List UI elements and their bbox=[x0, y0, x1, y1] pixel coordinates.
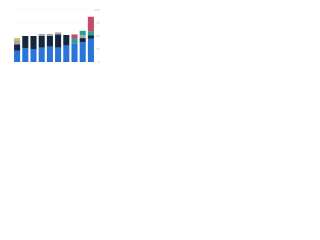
y-tick-label: 50 bbox=[96, 34, 100, 38]
bar-segment bbox=[71, 34, 78, 39]
bar-segment bbox=[55, 47, 62, 62]
bar-segment bbox=[46, 36, 53, 47]
bar-segment bbox=[71, 38, 78, 44]
bar-segment bbox=[55, 32, 62, 35]
bar-segment bbox=[87, 38, 94, 62]
bar-segment bbox=[87, 31, 94, 36]
y-tick-label: 0 bbox=[98, 60, 100, 64]
chart: 0 25 50 75 100 bbox=[13, 8, 100, 64]
bar-segment bbox=[71, 43, 78, 62]
bar-segment bbox=[63, 34, 70, 46]
bar-segment bbox=[14, 44, 21, 51]
bar-segment bbox=[63, 45, 70, 62]
bar-segment bbox=[55, 34, 62, 48]
bar-segment bbox=[46, 46, 53, 62]
bar-segment bbox=[14, 38, 21, 41]
bar-segment bbox=[46, 33, 53, 36]
bar-segment bbox=[22, 47, 29, 62]
bar-segment bbox=[38, 47, 45, 62]
bar-segment bbox=[38, 36, 45, 48]
y-tick-label: 100 bbox=[94, 8, 99, 12]
bar-segment bbox=[30, 49, 37, 62]
bar-segment bbox=[79, 42, 86, 62]
bar-segment bbox=[79, 38, 86, 43]
bar-segment bbox=[14, 40, 21, 45]
bar-segment bbox=[87, 16, 94, 32]
y-tick-label: 75 bbox=[96, 21, 100, 25]
bar-segment bbox=[22, 36, 29, 48]
bar-segment bbox=[30, 36, 37, 49]
bar-segment bbox=[79, 30, 86, 35]
bar-segment bbox=[14, 50, 21, 62]
bar-segment bbox=[38, 33, 45, 36]
bar-segment bbox=[87, 35, 94, 39]
bar-segment bbox=[79, 34, 86, 39]
y-tick-label: 25 bbox=[96, 47, 100, 51]
